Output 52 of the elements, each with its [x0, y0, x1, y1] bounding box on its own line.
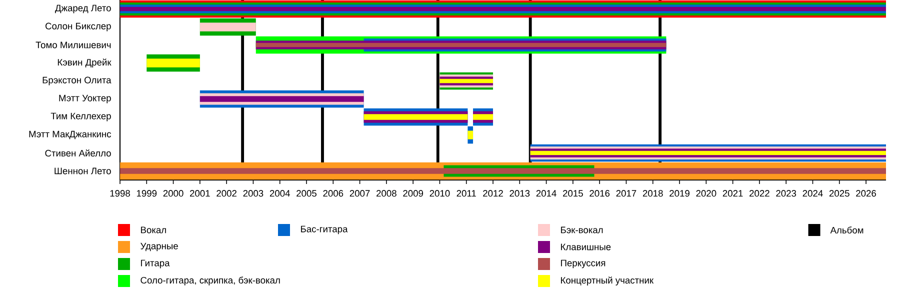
- x-tick-label: 2014: [536, 190, 556, 197]
- x-tick-label: 2023: [776, 190, 796, 197]
- x-tick-label: 2005: [296, 190, 316, 197]
- legend-label: Соло-гитара, скрипка, бэк-вокал: [140, 276, 280, 286]
- legend-label: Гитара: [141, 260, 170, 268]
- y-tick-label: Кэвин Дрейк: [58, 58, 112, 68]
- x-tick-label: 2000: [163, 190, 184, 197]
- x-tick-label: 2022: [750, 190, 770, 197]
- x-tick-label: 1999: [136, 190, 157, 197]
- x-tick-label: 2003: [243, 190, 264, 197]
- x-tick-label: 2011: [456, 190, 476, 197]
- x-tick-label: 2018: [642, 190, 663, 197]
- x-tick-label: 2015: [563, 190, 583, 197]
- y-tick-label: Мэтт Уоктер: [59, 94, 111, 104]
- x-tick-label: 2009: [403, 190, 424, 197]
- x-tick-label: 2025: [829, 190, 850, 197]
- bar: [364, 114, 468, 120]
- y-tick-label: Джаред Лето: [55, 4, 111, 14]
- x-tick-label: 2001: [190, 190, 210, 197]
- x-tick-label: 2002: [216, 190, 236, 197]
- x-tick-label: 2008: [376, 190, 396, 197]
- bar: [473, 114, 494, 120]
- y-tick-label: Мэтт МакДжанкинс: [29, 130, 112, 140]
- legend-label: Вокал: [141, 226, 166, 234]
- legend-label: Перкуссия: [561, 260, 606, 268]
- y-tick-label: Брэкстон Олита: [42, 76, 112, 86]
- bar: [120, 168, 886, 174]
- legend-label: Бас-гитара: [301, 226, 348, 234]
- x-tick-label: 2016: [590, 190, 610, 197]
- x-tick-label: 2010: [430, 190, 450, 197]
- legend-label: Клавишные: [561, 244, 611, 250]
- x-tick-label: 2024: [802, 190, 823, 197]
- legend-label: Ударные: [140, 242, 178, 252]
- x-tick-label: 2026: [856, 190, 876, 197]
- x-tick-label: 2006: [323, 190, 344, 197]
- y-tick-label: Стивен Айелло: [45, 149, 111, 156]
- x-tick-label: 2021: [722, 190, 743, 197]
- legend-label: Концертный участник: [561, 276, 654, 286]
- x-tick-label: 2013: [510, 190, 530, 197]
- x-tick-label: 1998: [110, 190, 130, 197]
- x-tick-label: 2007: [350, 190, 370, 197]
- x-tick-label: 2012: [483, 190, 503, 197]
- y-tick-label: Томо Милишевич: [36, 42, 111, 48]
- x-tick-label: 2017: [616, 190, 636, 197]
- x-tick-label: 2004: [270, 190, 290, 197]
- y-tick-label: Тим Келлехер: [50, 112, 111, 122]
- y-tick-label: Солон Бикслер: [46, 22, 111, 32]
- x-tick-label: 2020: [696, 190, 716, 197]
- legend-label: Бэк-вокал: [561, 226, 603, 234]
- y-tick-label: Шеннон Лето: [54, 168, 111, 174]
- x-tick-label: 2019: [670, 190, 690, 197]
- legend-label: Альбом: [830, 226, 864, 234]
